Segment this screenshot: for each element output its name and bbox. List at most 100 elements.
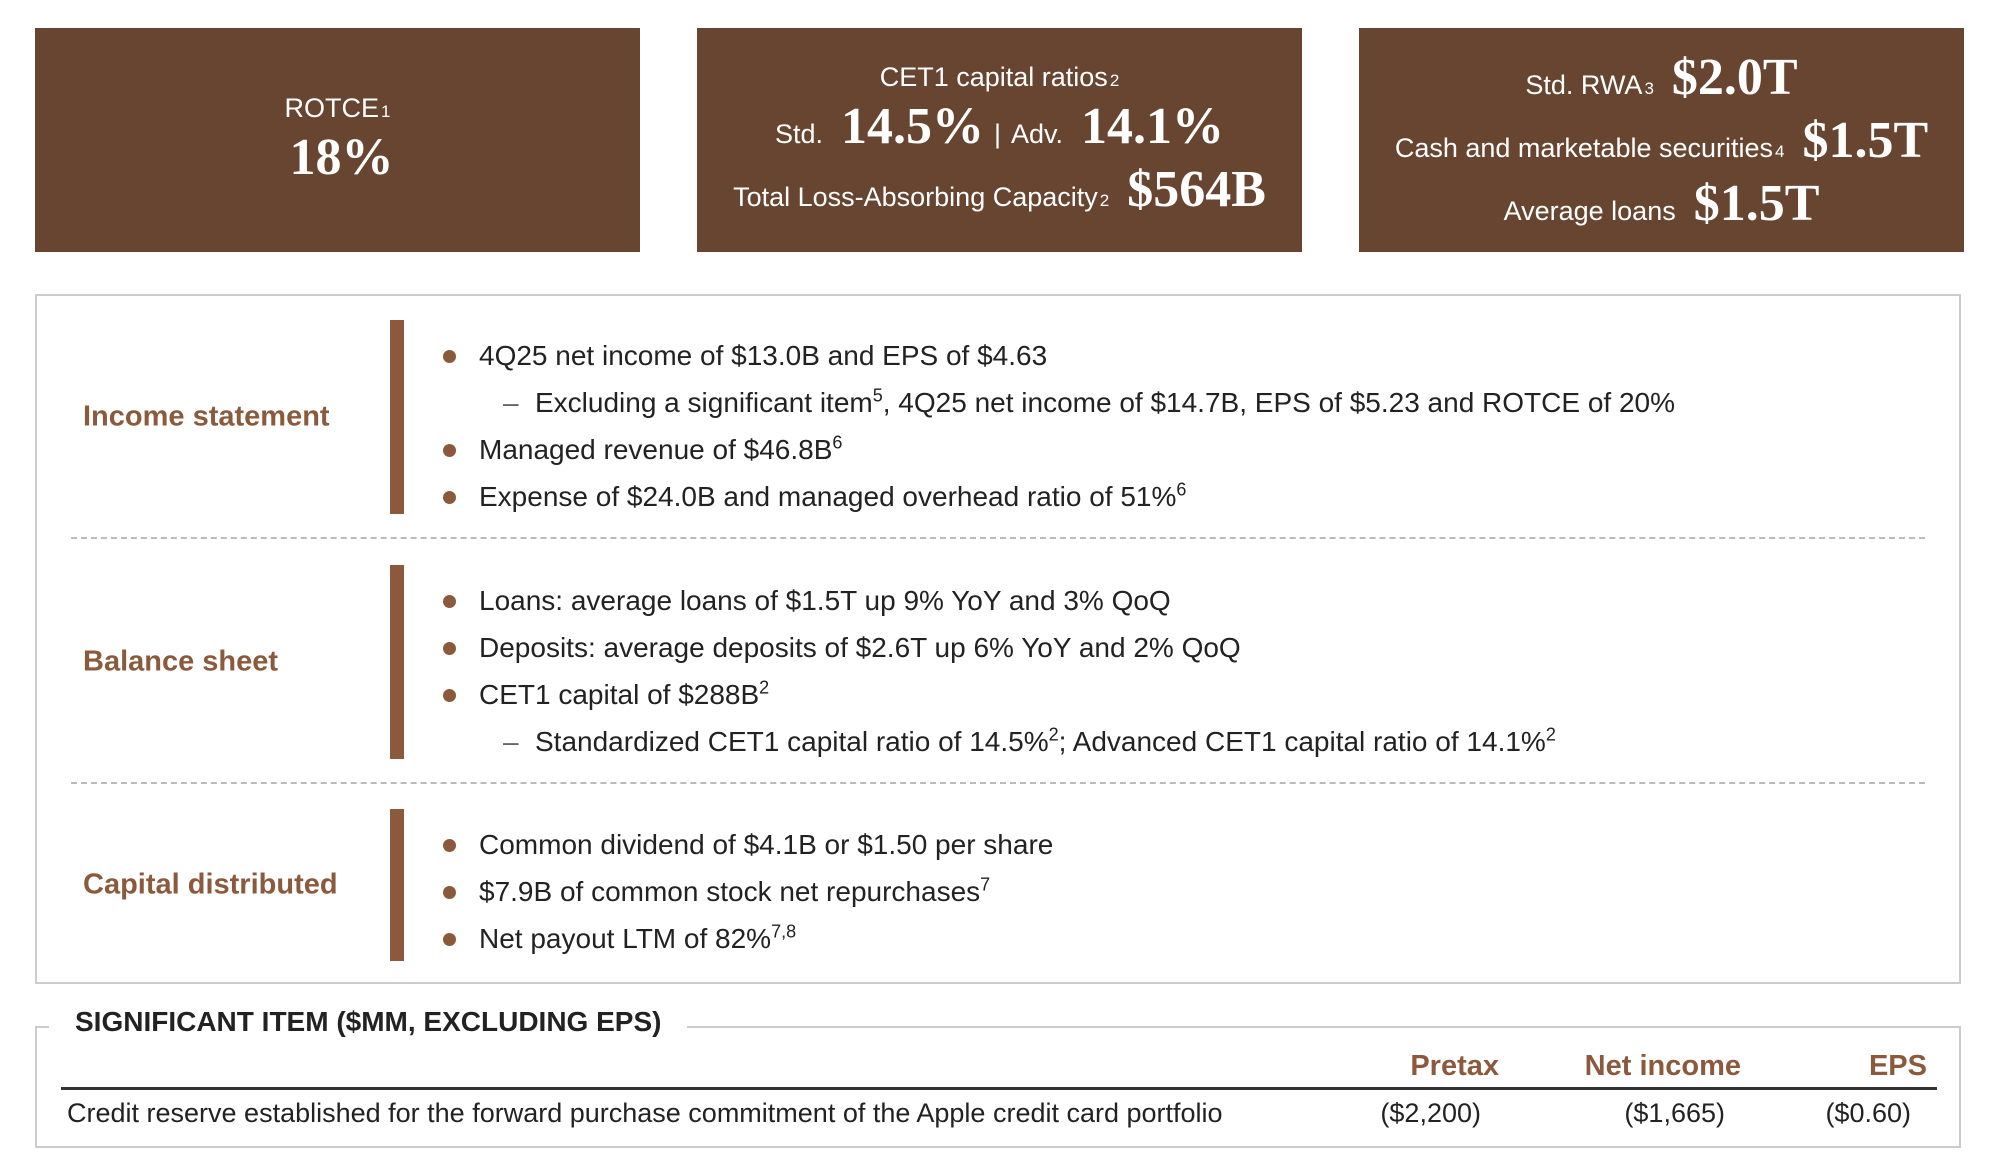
metric-value: 14.1% [1081, 97, 1225, 155]
section: Balance sheet Loans: average loans of $1.… [37, 565, 1959, 759]
bullet [443, 350, 456, 363]
divider [71, 782, 1925, 784]
column-header: EPS [1868, 1050, 1927, 1082]
text: CET1 capital of $288B [479, 679, 760, 710]
text: Total Loss-Absorbing Capacity [733, 181, 1098, 212]
text: Std. [774, 118, 823, 149]
dash: – [503, 726, 519, 757]
cell-value: ($2,200) [1380, 1098, 1481, 1128]
section-bar [390, 320, 404, 514]
metric-box: Std. RWA 3 $2.0T Cash and marketable securi… [1359, 28, 1964, 252]
text: Deposits: average deposits of $2.6T up 6… [479, 632, 1241, 663]
item-text: Standardized CET1 capital ratio of 14.5%… [535, 726, 1556, 757]
section-label: Income statement [83, 400, 330, 433]
section-label: Capital distributed [83, 868, 338, 901]
text: Std. RWA [1525, 69, 1643, 100]
bullet-item: Deposits: average deposits of $2.6T up 6… [443, 624, 1556, 671]
bullet [443, 642, 456, 655]
text: , 4Q25 net income of $14.7B, EPS of $5.2… [882, 387, 1675, 418]
superscript: 1 [381, 102, 391, 121]
bullet-item: Common dividend of $4.1B or $1.50 per sh… [443, 821, 1053, 868]
superscript: 2 [1109, 70, 1120, 90]
row-label: Credit reserve established for the forwa… [67, 1098, 1223, 1128]
text: | [993, 118, 1001, 149]
metric-line: Average loans $1.5T [1504, 174, 1820, 233]
metric-value: 18% [289, 129, 394, 186]
metric-line: Std. 14.5% | Adv. 14.1% [775, 97, 1224, 156]
section-label: Balance sheet [83, 645, 279, 678]
metric-line: Total Loss-Absorbing Capacity 2 $564B [733, 160, 1266, 219]
superscript: 2 [759, 677, 770, 698]
bullet-item: – Standardized CET1 capital ratio of 14.5… [443, 718, 1556, 765]
bullet [443, 886, 456, 899]
metric-line: CET1 capital ratios 2 [880, 62, 1120, 93]
bullet [443, 689, 456, 702]
table-title: SIGNIFICANT ITEM ($MM, EXCLUDING EPS) [49, 1006, 688, 1038]
superscript: 5 [872, 385, 883, 406]
metric-line: Cash and marketable securities 4 $1.5T [1395, 111, 1928, 170]
bullet [443, 933, 456, 946]
text: Cash and marketable securities [1394, 132, 1774, 163]
metric-value: 14.5% [840, 97, 984, 155]
bullet-item: $7.9B of common stock net repurchases7 [443, 868, 1053, 915]
bullet [443, 491, 456, 504]
superscript: 4 [1775, 141, 1785, 161]
item-text: Managed revenue of $46.8B6 [479, 434, 842, 465]
bullet-item: Net payout LTM of 82%7,8 [443, 915, 1053, 962]
text: 4Q25 net income of $13.0B and EPS of $4.… [479, 340, 1048, 371]
metric-box: CET1 capital ratios 2 Std. 14.5% | Adv. 14.1% T… [697, 28, 1302, 252]
text: $7.9B of common stock net repurchases [479, 876, 981, 907]
text: CET1 capital ratios [879, 61, 1108, 92]
bullet-item: – Excluding a significant item5, 4Q25 net… [443, 379, 1675, 426]
header-rule [61, 1087, 1937, 1090]
item-text: Common dividend of $4.1B or $1.50 per sh… [479, 829, 1053, 860]
item-list: Common dividend of $4.1B or $1.50 per sh… [443, 821, 1053, 962]
item-text: Loans: average loans of $1.5T up 9% YoY … [479, 585, 1171, 616]
superscript: 3 [1644, 78, 1654, 98]
superscript: 2 [1545, 724, 1556, 745]
text: Common dividend of $4.1B or $1.50 per sh… [479, 829, 1054, 860]
bullet-item: 4Q25 net income of $13.0B and EPS of $4.… [443, 332, 1675, 379]
metric-box: ROTCE 1 18% [35, 28, 640, 252]
text: Loans: average loans of $1.5T up 9% YoY … [479, 585, 1171, 616]
significant-item-table: SIGNIFICANT ITEM ($MM, EXCLUDING EPS) Pr… [35, 1006, 1961, 1148]
text: Managed revenue of $46.8B [479, 434, 833, 465]
bullet-item: CET1 capital of $288B2 [443, 671, 1556, 718]
item-text: 4Q25 net income of $13.0B and EPS of $4.… [479, 340, 1047, 371]
item-list: Loans: average loans of $1.5T up 9% YoY … [443, 577, 1556, 765]
section-bar [390, 565, 404, 759]
bullet [443, 595, 456, 608]
cell-value: ($1,665) [1624, 1098, 1725, 1128]
text: Net payout LTM of 82% [479, 923, 772, 954]
item-text: Expense of $24.0B and managed overhead r… [479, 481, 1186, 512]
section: Capital distributed Common dividend of $4… [37, 809, 1959, 961]
text: Excluding a significant item [535, 387, 873, 418]
text: Adv. [1011, 118, 1064, 149]
bullet [443, 444, 456, 457]
column-header: Net income [1584, 1050, 1741, 1082]
column-header: Pretax [1410, 1050, 1499, 1082]
metric-line: ROTCE 1 [285, 93, 391, 124]
text: Expense of $24.0B and managed overhead r… [479, 481, 1177, 512]
item-text: CET1 capital of $288B2 [479, 679, 769, 710]
summary-panel: Income statement 4Q25 net income of $13.0… [35, 294, 1961, 984]
text: ; Advanced CET1 capital ratio of 14.1% [1058, 726, 1546, 757]
cell-value: ($0.60) [1825, 1098, 1911, 1128]
superscript: 7 [980, 874, 991, 895]
section-bar [390, 809, 404, 961]
bullet [443, 839, 456, 852]
item-text: Deposits: average deposits of $2.6T up 6… [479, 632, 1241, 663]
dash: – [503, 387, 519, 418]
superscript: 7,8 [771, 921, 797, 942]
text: Average loans [1503, 195, 1676, 226]
item-list: 4Q25 net income of $13.0B and EPS of $4.… [443, 332, 1675, 520]
section: Income statement 4Q25 net income of $13.0… [37, 320, 1959, 514]
superscript: 6 [1176, 479, 1187, 500]
item-text: Net payout LTM of 82%7,8 [479, 923, 796, 954]
item-text: $7.9B of common stock net repurchases7 [479, 876, 990, 907]
superscript: 6 [832, 432, 843, 453]
metric-value: $1.5T [1693, 174, 1820, 232]
bullet-item: Managed revenue of $46.8B6 [443, 426, 1675, 473]
metric-value: $564B [1127, 160, 1266, 218]
